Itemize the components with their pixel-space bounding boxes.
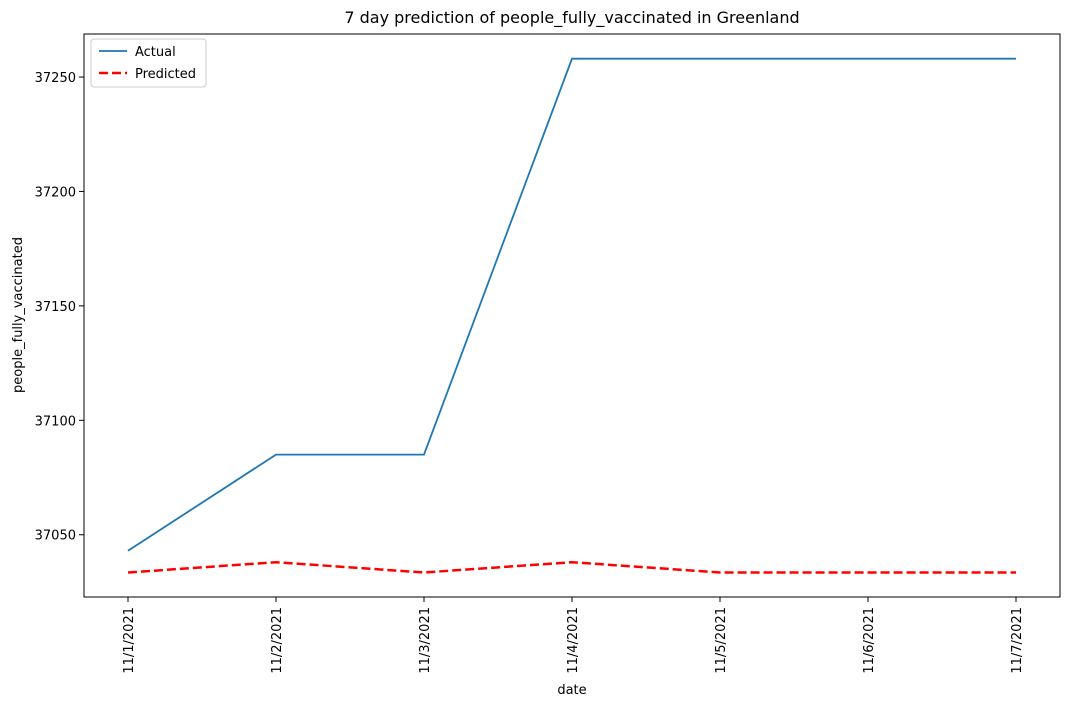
x-tick-label: 11/6/2021 — [862, 607, 877, 674]
y-tick-label: 37150 — [35, 300, 76, 315]
legend-label-predicted: Predicted — [135, 67, 196, 82]
y-tick-label: 37100 — [35, 414, 76, 429]
x-axis-label: date — [557, 683, 586, 698]
x-tick-label: 11/5/2021 — [714, 607, 729, 674]
plot-area — [83, 33, 1061, 598]
legend-label-actual: Actual — [135, 45, 176, 60]
legend: Actual Predicted — [90, 38, 207, 88]
x-tick-label: 11/7/2021 — [1010, 607, 1025, 674]
x-tick-label: 11/4/2021 — [566, 607, 581, 674]
series-layer — [127, 57, 1016, 574]
y-tick-label: 37200 — [35, 185, 76, 200]
y-tick-label: 37250 — [35, 71, 76, 86]
x-tick-label: 11/2/2021 — [270, 607, 285, 674]
x-tick-label: 11/3/2021 — [418, 607, 433, 674]
series-line-actual — [127, 57, 1016, 552]
y-axis-label: people_fully_vaccinated — [11, 237, 26, 393]
y-tick-label: 37050 — [35, 529, 76, 544]
chart-title: 7 day prediction of people_fully_vaccina… — [344, 8, 799, 28]
series-line-predicted — [127, 560, 1016, 574]
x-axis: 11/1/2021 11/2/2021 11/3/2021 11/4/2021 11/5… — [122, 597, 1025, 674]
y-axis: 37050 37100 37150 37200 37250 — [35, 71, 84, 544]
x-tick-label: 11/1/2021 — [122, 607, 137, 674]
